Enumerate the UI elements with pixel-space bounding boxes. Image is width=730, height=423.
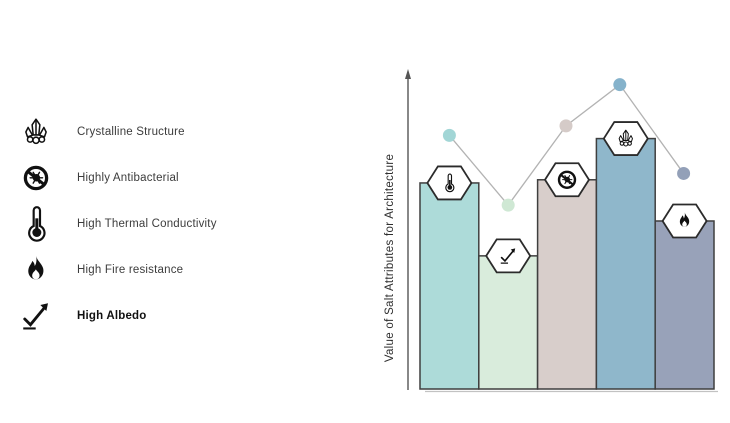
trend-dot-crystal	[613, 78, 627, 92]
legend-item-highly-antibacterial: Highly Antibacterial	[14, 155, 217, 201]
y-axis-label: Value of Salt Attributes for Architectur…	[384, 154, 396, 362]
hexagon-badge-crystal	[602, 121, 649, 156]
hexagon-badge-antibacterial	[543, 162, 591, 198]
hexagon-badge-thermometer	[426, 165, 473, 201]
legend-item-label: High Fire resistance	[77, 264, 184, 276]
legend-item-high-albedo: High Albedo	[14, 293, 217, 339]
legend-item-label: High Albedo	[77, 310, 147, 322]
hexagon-badge-albedo	[485, 238, 532, 274]
y-axis	[405, 69, 411, 390]
bar-flame	[654, 220, 715, 390]
bar-thermometer	[419, 182, 480, 390]
trend-line	[442, 78, 691, 212]
legend-item-thermal-conductivity: High Thermal Conductivity	[14, 201, 217, 247]
trend-dot-antibacterial	[559, 119, 573, 133]
hexagon-badges	[426, 121, 708, 274]
trend-dot-flame	[677, 166, 691, 180]
axis-arrow-icon	[405, 69, 411, 79]
legend-item-crystalline-structure: Crystalline Structure	[14, 109, 217, 155]
bar-albedo	[478, 255, 539, 390]
legend-item-label: High Thermal Conductivity	[77, 218, 217, 230]
legend: Crystalline Structure Highly Antibacteri…	[14, 109, 217, 339]
legend-item-fire-resistance: High Fire resistance	[14, 247, 217, 293]
legend-item-label: Crystalline Structure	[77, 126, 185, 138]
bars	[419, 137, 718, 393]
hexagon-badge-flame	[661, 203, 708, 239]
trend-dot-albedo	[501, 198, 515, 212]
legend-item-label: Highly Antibacterial	[77, 172, 179, 184]
trend-dot-thermometer	[442, 128, 456, 142]
bar-crystal	[595, 137, 656, 390]
bar-antibacterial	[536, 179, 598, 390]
